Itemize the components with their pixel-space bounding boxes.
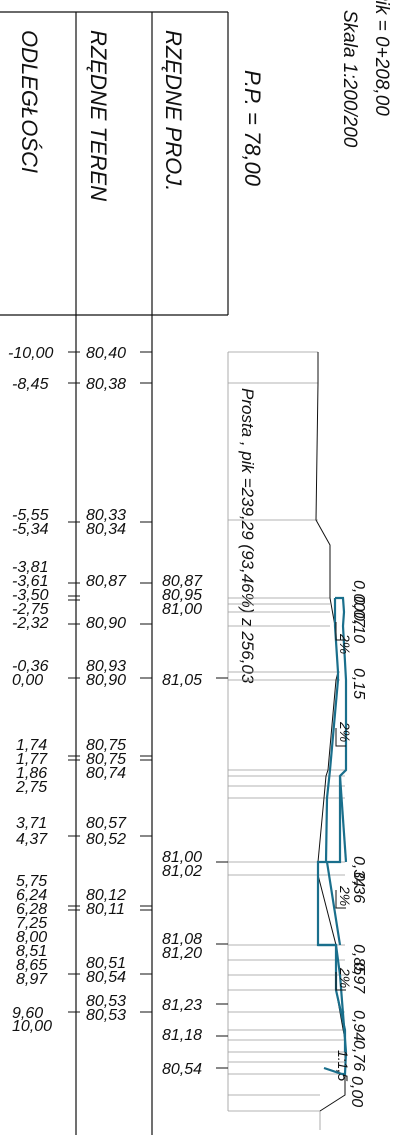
section-value: 0,10 (350, 612, 367, 643)
distance-value: -2,32 (12, 615, 49, 632)
section-value: 0,76 (350, 1040, 367, 1071)
section-values: 0,00 0,07 0,10 0,15 0,34 0,36 0,85 0,97 … (348, 580, 367, 1107)
distance-value: 10,00 (12, 1018, 52, 1035)
distance-value: 6,28 (16, 901, 47, 918)
terrain-elevation: 80,93 (86, 658, 126, 675)
distance-value: -3,81 (12, 559, 48, 576)
distance-value: 1,86 (16, 765, 47, 782)
distance-value: 6,24 (16, 887, 47, 904)
distance-value: 1,74 (16, 737, 47, 754)
reference-level: P.P. = 78,00 (240, 70, 265, 187)
distance-value: 5,75 (16, 873, 47, 890)
terrain-elevation: 80,52 (86, 831, 126, 848)
terrain-elevation: 80,34 (86, 521, 126, 538)
design-elevation: 81,02 (162, 863, 202, 880)
terrain-elevation: 80,33 (86, 507, 126, 524)
slope-arrows (335, 622, 346, 991)
terrain-elevation: 80,11 (86, 901, 125, 918)
distance-value: 0,00 (12, 672, 43, 689)
design-elevation: 80,87 (162, 573, 203, 590)
section-value: 0,97 (350, 962, 367, 994)
terrain-elevation: 80,74 (86, 765, 126, 782)
terrain-elevation: 80,90 (86, 615, 126, 632)
terrain-elevation: 80,40 (86, 345, 126, 362)
design-elevation: 81,20 (162, 945, 202, 962)
section-value: 0,00 (348, 1076, 365, 1107)
section-value: 0,15 (350, 668, 367, 699)
side-slope-label: 1:1,5 (335, 1050, 351, 1081)
distance-value: -10,00 (8, 345, 53, 362)
terrain-elevation: 80,51 (86, 955, 126, 972)
row-label-design: RZĘDNE PROJ. (161, 30, 186, 191)
terrain-elevation: 80,75 (86, 751, 126, 768)
design-elevation: 81,23 (162, 997, 202, 1014)
design-elevation: 81,00 (162, 601, 202, 618)
distance-value: -3,61 (12, 573, 48, 590)
section-value: 0,36 (350, 872, 367, 903)
terrain-elevation: 80,87 (86, 573, 127, 590)
station-lines (227, 351, 345, 1130)
distance-value: 8,00 (16, 929, 47, 946)
design-elevation: 81,00 (162, 849, 202, 866)
distance-value: -5,34 (12, 521, 49, 538)
slope-label: 2% (337, 721, 353, 742)
row-label-distances: ODLEGŁOŚCI (17, 30, 42, 173)
terrain-column: 80,40 80,38 80,33 80,34 80,87 80,90 80,9… (86, 345, 127, 1024)
section-value: 0,00 (350, 580, 367, 611)
row-label-terrain: RZĘDNE TEREN (86, 30, 111, 201)
distance-value: -8,45 (12, 376, 49, 393)
section-value: 0,34 (350, 856, 367, 887)
slope-label: 2% (337, 633, 353, 654)
design-elevation: 81,08 (162, 931, 202, 948)
design-elevation: 80,95 (162, 587, 202, 604)
profile-note: Prosta , pik =239,29 (93,46%) z 256,03 (238, 388, 257, 684)
slope-labels: 2% 2% 2% 2% 1:1,5 (335, 633, 353, 1081)
design-elevation: 80,54 (162, 1061, 202, 1078)
terrain-elevation: 80,53 (86, 1007, 126, 1024)
terrain-elevation: 80,38 (86, 376, 126, 393)
distance-value: 9,60 (12, 1005, 43, 1022)
title-pik: Pik = 0+208,00 (371, 0, 392, 116)
distance-value: -5,55 (12, 507, 49, 524)
design-elevation: 81,05 (162, 672, 202, 689)
distance-value: 8,97 (16, 971, 48, 988)
distance-value: 8,65 (16, 957, 47, 974)
slope-label: 2% (337, 967, 353, 988)
distance-value: 2,75 (15, 779, 47, 796)
terrain-elevation: 80,75 (86, 737, 126, 754)
terrain-elevation: 80,54 (86, 969, 126, 986)
section-value: 0,07 (350, 596, 367, 628)
distance-value: 4,37 (16, 831, 48, 848)
distance-value: 8,51 (16, 943, 47, 960)
terrain-elevation: 80,90 (86, 672, 126, 689)
terrain-elevation: 80,57 (86, 815, 127, 832)
title-scale: Skala 1:200/200 (339, 10, 360, 148)
distances-column: -10,00 -8,45 -5,55 -5,34 -3,81 -3,61 -3,… (8, 345, 53, 1035)
section-value: 0,94 (350, 1010, 367, 1041)
design-column: 80,87 80,95 81,00 81,05 81,00 81,02 81,0… (162, 573, 203, 1078)
design-profile (316, 596, 348, 1076)
distance-value: -3,50 (12, 587, 49, 604)
distance-value: -0,36 (12, 658, 49, 675)
terrain-elevation: 80,12 (86, 887, 126, 904)
distance-value: 7,25 (16, 915, 47, 932)
terrain-elevation: 80,53 (86, 993, 126, 1010)
section-value: 0,85 (350, 944, 367, 975)
distance-value: 3,71 (16, 815, 47, 832)
design-elevation: 81,18 (162, 1027, 202, 1044)
slope-label: 2% (337, 885, 353, 906)
table-grid (0, 11, 229, 1135)
column-ticks (68, 351, 228, 1069)
distance-value: -2,75 (12, 601, 49, 618)
distance-value: 1,77 (16, 751, 48, 768)
